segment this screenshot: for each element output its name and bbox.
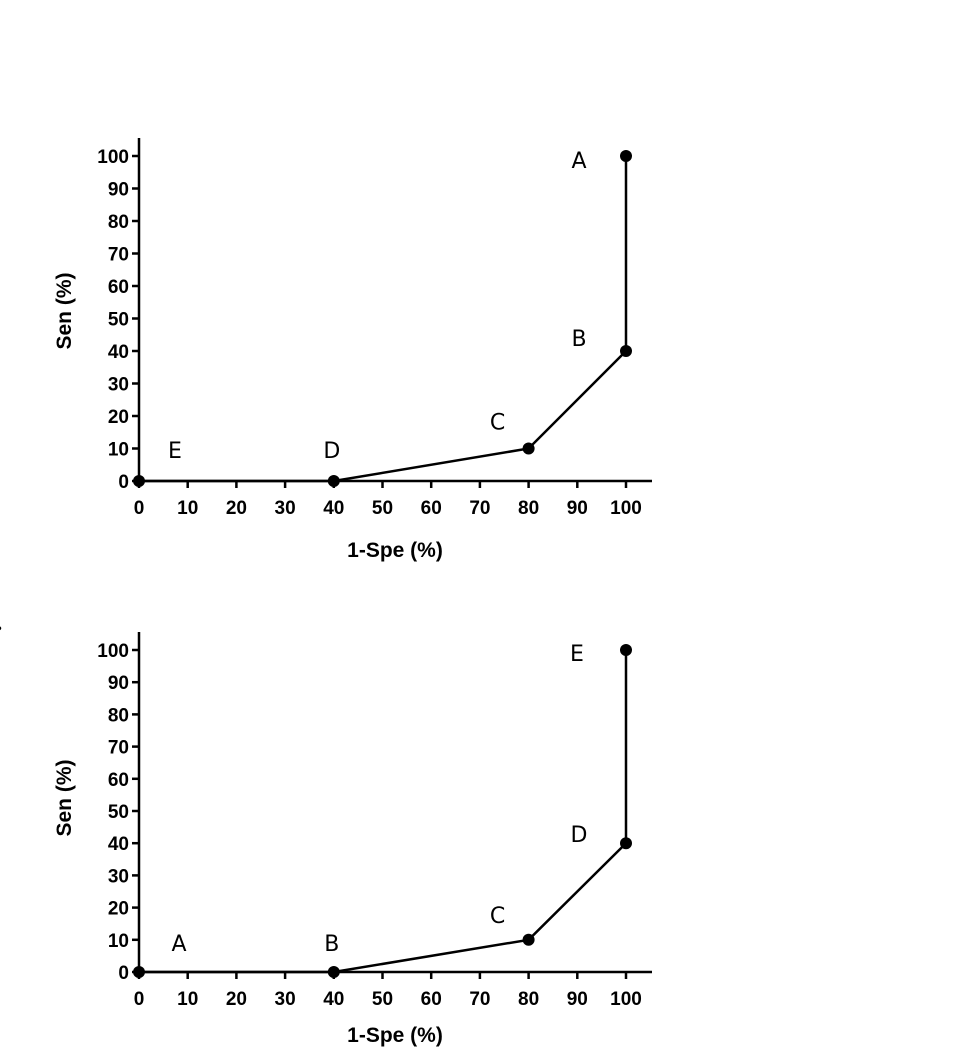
y-tick-label: 20 — [108, 899, 129, 920]
point-label: B — [324, 932, 339, 957]
x-tick-label: 20 — [226, 989, 247, 1010]
x-tick-label: 30 — [275, 498, 296, 519]
point-label: A — [571, 149, 586, 174]
y-tick-label: 60 — [108, 277, 129, 298]
y-tick-label: 60 — [108, 770, 129, 791]
data-point — [620, 150, 632, 162]
x-tick-label: 90 — [567, 498, 588, 519]
data-point — [620, 345, 632, 357]
point-label: A — [171, 932, 186, 957]
data-point — [522, 442, 535, 455]
y-tick-label: 20 — [108, 407, 129, 428]
x-tick-label: 0 — [134, 498, 145, 519]
point-label: B — [571, 327, 586, 352]
point-label: D — [323, 439, 340, 464]
y-tick-label: 90 — [108, 180, 129, 201]
y-tick-label: 40 — [108, 834, 129, 855]
x-tick-label: 0 — [134, 989, 145, 1010]
x-tick-label: 60 — [421, 498, 442, 519]
y-axis-title: Sen (%) — [53, 759, 76, 836]
y-tick-label: 100 — [97, 641, 129, 662]
x-tick-label: 70 — [469, 498, 490, 519]
panel-label-b: b. — [0, 601, 4, 638]
point-label: E — [570, 642, 584, 667]
x-tick-label: 40 — [323, 989, 344, 1010]
y-tick-label: 90 — [108, 673, 129, 694]
x-tick-label: 60 — [421, 989, 442, 1010]
data-point — [133, 966, 145, 978]
y-tick-label: 0 — [118, 472, 129, 493]
data-point — [522, 933, 535, 946]
x-tick-label: 50 — [372, 498, 393, 519]
x-tick-label: 100 — [610, 989, 642, 1010]
y-tick-label: 70 — [108, 245, 129, 266]
x-tick-label: 70 — [469, 989, 490, 1010]
y-tick-label: 50 — [108, 802, 129, 823]
y-tick-label: 30 — [108, 375, 129, 396]
x-tick-label: 90 — [567, 989, 588, 1010]
point-label: E — [168, 439, 182, 464]
data-point — [620, 644, 632, 656]
series-line — [139, 650, 628, 974]
y-tick-label: 70 — [108, 738, 129, 759]
data-point — [620, 837, 632, 850]
x-tick-label: 50 — [372, 989, 393, 1010]
x-tick-label: 80 — [518, 498, 539, 519]
x-tick-label: 20 — [226, 498, 247, 519]
y-tick-label: 100 — [97, 147, 129, 168]
x-axis-title: 1-Spe (%) — [347, 1024, 443, 1047]
point-label: D — [571, 823, 588, 848]
data-point — [133, 475, 145, 487]
y-tick-label: 40 — [108, 342, 129, 363]
series-line — [139, 156, 628, 483]
data-point — [327, 475, 340, 487]
y-tick-label: 30 — [108, 866, 129, 887]
y-tick-label: 80 — [108, 705, 129, 726]
y-tick-label: 80 — [108, 212, 129, 233]
x-tick-label: 100 — [610, 498, 642, 519]
x-tick-label: 80 — [518, 989, 539, 1010]
x-tick-label: 10 — [177, 498, 198, 519]
chart-top: 1-Spe (%) Sen (%) 0102030405060708090100… — [53, 138, 652, 562]
y-tick-label: 0 — [118, 963, 129, 984]
chart-bottom: 1-Spe (%) Sen (%) 0102030405060708090100… — [53, 632, 652, 1047]
y-tick-label: 10 — [108, 931, 129, 952]
x-tick-label: 40 — [323, 498, 344, 519]
point-label: C — [490, 411, 505, 436]
x-tick-label: 10 — [177, 989, 198, 1010]
x-tick-label: 30 — [275, 989, 296, 1010]
y-axis-title: Sen (%) — [53, 272, 76, 349]
point-label: C — [490, 904, 505, 929]
y-tick-label: 50 — [108, 310, 129, 331]
data-point — [327, 966, 340, 978]
x-axis-title: 1-Spe (%) — [347, 539, 443, 562]
y-tick-label: 10 — [108, 440, 129, 461]
